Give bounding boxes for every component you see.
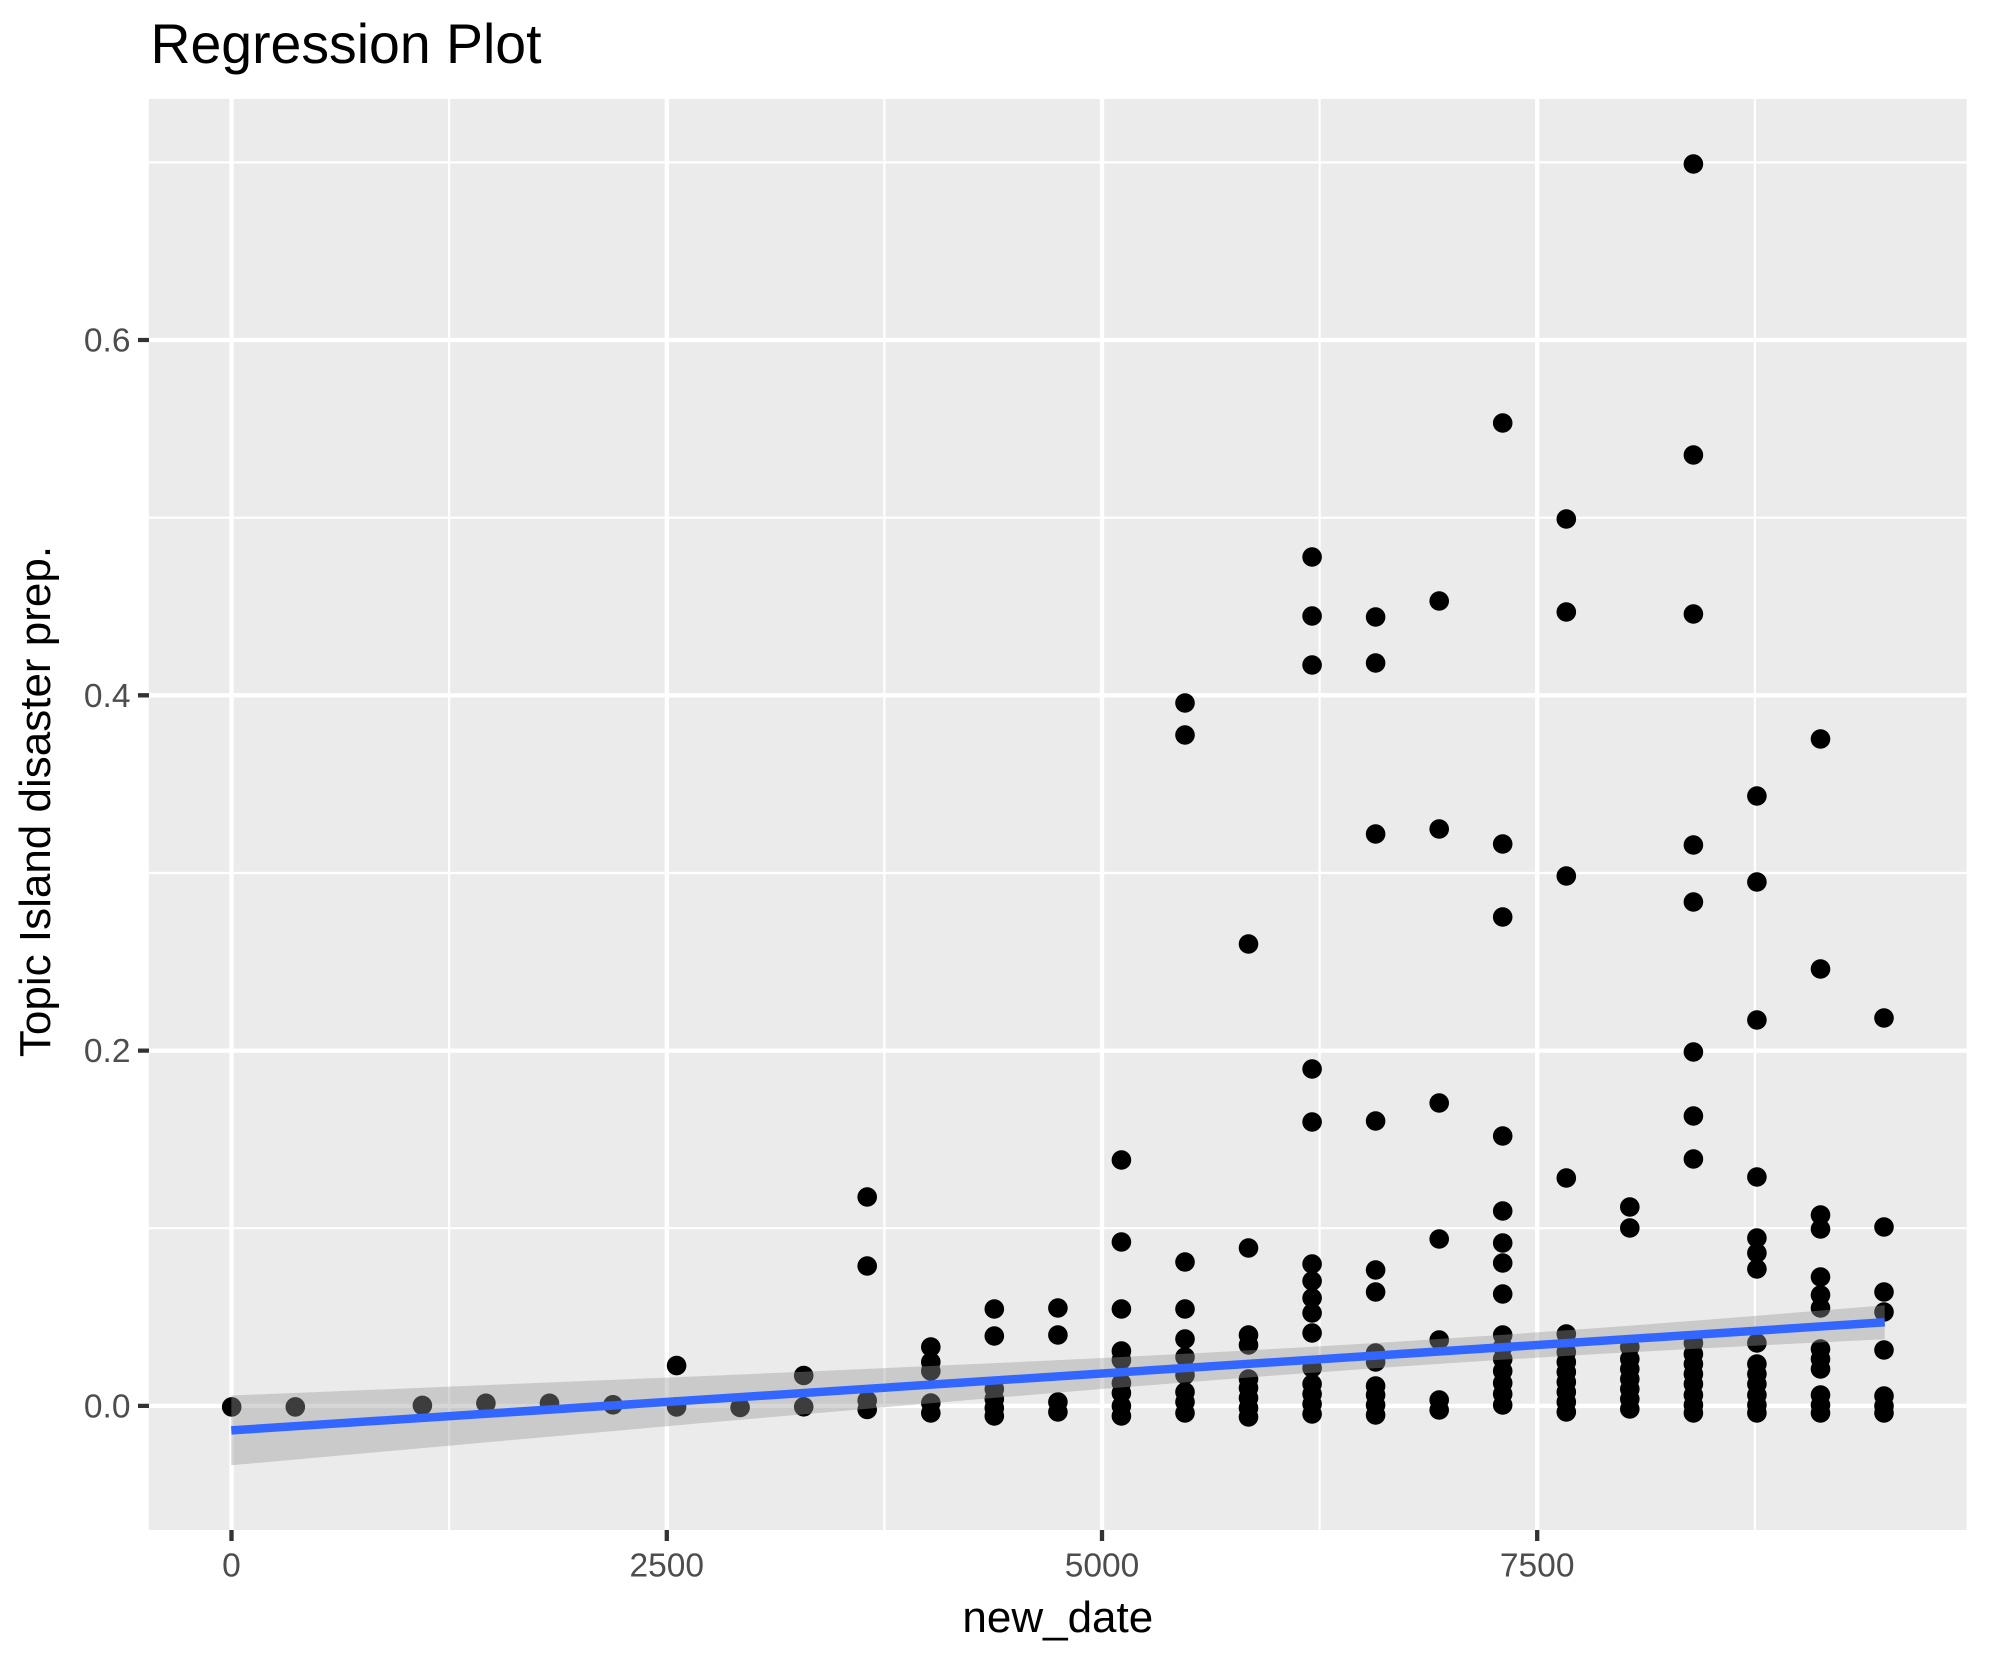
svg-text:0: 0 bbox=[222, 1548, 241, 1585]
svg-text:Topic Island disaster prep.: Topic Island disaster prep. bbox=[11, 546, 60, 1057]
svg-text:2500: 2500 bbox=[630, 1548, 705, 1585]
svg-text:5000: 5000 bbox=[1065, 1548, 1140, 1585]
svg-text:0.0: 0.0 bbox=[84, 1388, 131, 1425]
svg-text:0.6: 0.6 bbox=[84, 323, 131, 360]
svg-text:0.2: 0.2 bbox=[84, 1033, 131, 1070]
svg-text:7500: 7500 bbox=[1500, 1548, 1575, 1585]
svg-text:Regression Plot: Regression Plot bbox=[151, 13, 542, 75]
svg-text:new_date: new_date bbox=[962, 1593, 1153, 1642]
svg-text:0.4: 0.4 bbox=[84, 678, 131, 715]
